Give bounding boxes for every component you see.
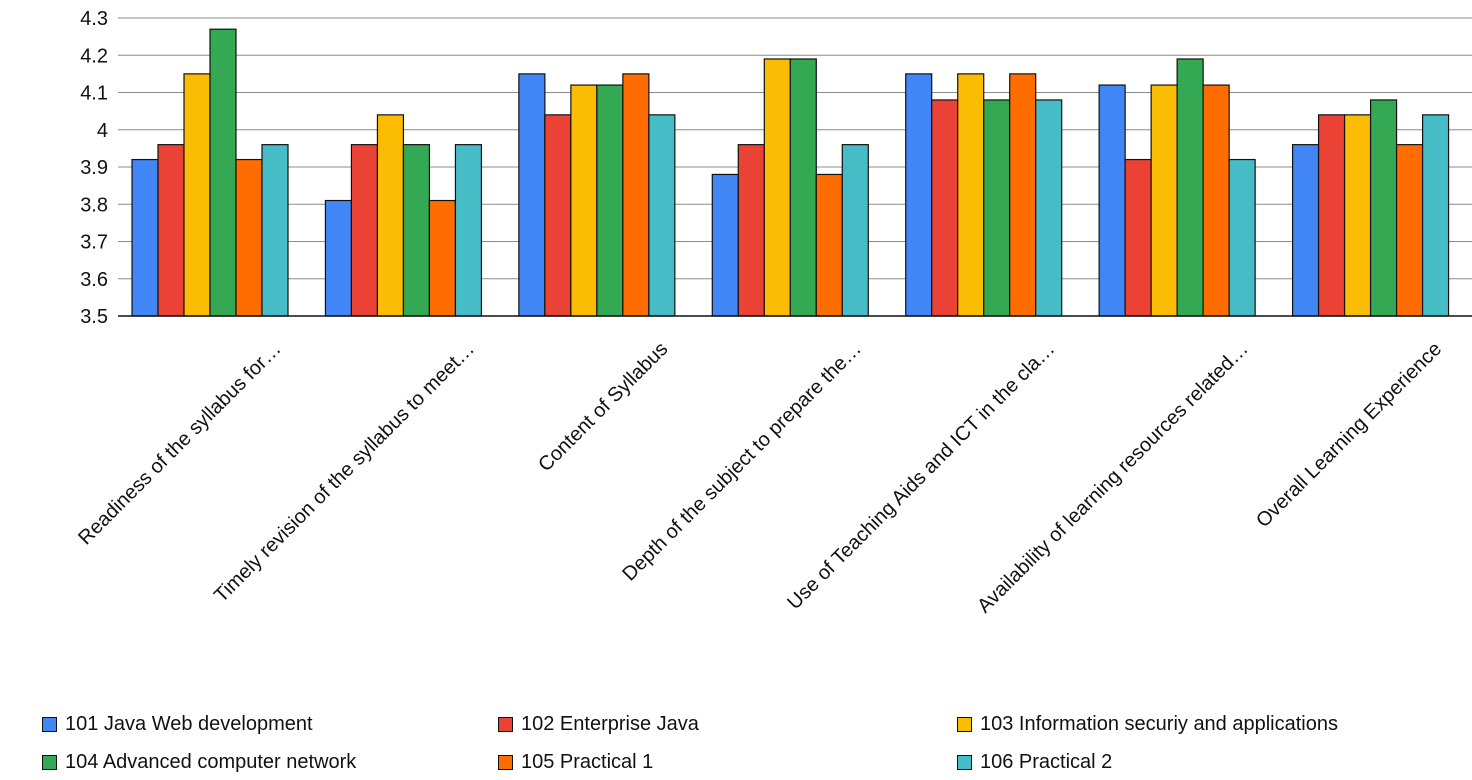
bar (983, 99, 1011, 317)
bar (1150, 84, 1178, 317)
bar (1421, 114, 1450, 317)
bar (622, 73, 650, 317)
y-tick-label: 3.5 (80, 306, 108, 328)
bar (1317, 114, 1346, 317)
y-tick-label: 3.7 (80, 232, 108, 254)
legend-swatch (498, 754, 513, 770)
bar (815, 173, 843, 317)
bar (1035, 99, 1063, 317)
legend-item: 101 Java Web development (42, 712, 313, 736)
bar (737, 144, 765, 317)
bar (428, 199, 457, 317)
bar (763, 58, 791, 317)
legend-label: 101 Java Web development (65, 713, 313, 735)
bar (183, 73, 211, 317)
y-tick-label: 4.3 (80, 8, 108, 30)
bar (157, 144, 185, 317)
bar (209, 28, 237, 317)
bar (350, 144, 379, 317)
legend-swatch (42, 716, 57, 732)
x-axis-category-labels: Readiness of the syllabus for…Timely rev… (74, 338, 1446, 617)
bar (1228, 158, 1256, 317)
legend: 101 Java Web development 102 Enterprise … (42, 712, 1462, 780)
y-tick-label: 3.9 (80, 157, 108, 179)
bar (931, 99, 959, 317)
bar (1395, 144, 1424, 317)
bar (131, 158, 159, 317)
bar-chart: 3.5 3.6 3.7 3.8 3.9 4 4.1 4.2 4.3 Readiness of t… (74, 8, 1472, 617)
legend-label: 102 Enterprise Java (521, 713, 699, 735)
bar (1369, 99, 1398, 317)
y-tick-label: 4.1 (80, 83, 108, 105)
bar (324, 199, 353, 317)
y-axis-tick-labels: 3.5 3.6 3.7 3.8 3.9 4 4.1 4.2 4.3 (80, 8, 108, 328)
legend-label: 103 Information securiy and applications (980, 713, 1338, 735)
bar (1124, 158, 1152, 317)
bar (957, 73, 985, 317)
bar (596, 84, 624, 317)
x-category-label: Overall Learning Experience (1252, 338, 1446, 532)
legend-swatch (957, 716, 972, 732)
y-tick-label: 4 (97, 120, 108, 142)
bar (841, 144, 869, 317)
bar (648, 114, 676, 317)
y-tick-label: 3.6 (80, 269, 108, 291)
legend-swatch (42, 754, 57, 770)
bar (376, 114, 405, 317)
x-category-label: Readiness of the syllabus for… (74, 338, 285, 549)
y-tick-label: 3.8 (80, 194, 108, 216)
bars (131, 28, 1450, 317)
legend-item: 104 Advanced computer network (42, 750, 356, 774)
x-category-label: Depth of the subject to prepare the… (618, 338, 865, 585)
legend-item: 103 Information securiy and applications (957, 712, 1338, 736)
bar (570, 84, 598, 317)
legend-swatch (498, 716, 513, 732)
bar (261, 144, 289, 317)
legend-label: 106 Practical 2 (980, 751, 1113, 773)
bar (1176, 58, 1204, 317)
bar (454, 144, 483, 317)
bar (905, 73, 933, 317)
bar (1291, 144, 1320, 317)
bar (518, 73, 546, 317)
bar (235, 158, 263, 317)
bar (1202, 84, 1230, 317)
bar (1098, 84, 1126, 317)
legend-item: 105 Practical 1 (498, 750, 653, 774)
x-category-label: Content of Syllabus (534, 338, 672, 476)
y-tick-label: 4.2 (80, 45, 108, 67)
bar (544, 114, 572, 317)
bar (1009, 73, 1037, 317)
legend-label: 105 Practical 1 (521, 751, 654, 773)
legend-swatch (957, 754, 972, 770)
bar (711, 173, 739, 317)
legend-label: 104 Advanced computer network (65, 751, 357, 773)
bar (789, 58, 817, 317)
bar (402, 144, 431, 317)
legend-item: 102 Enterprise Java (498, 712, 699, 736)
legend-item: 106 Practical 2 (957, 750, 1112, 774)
bar (1343, 114, 1372, 317)
